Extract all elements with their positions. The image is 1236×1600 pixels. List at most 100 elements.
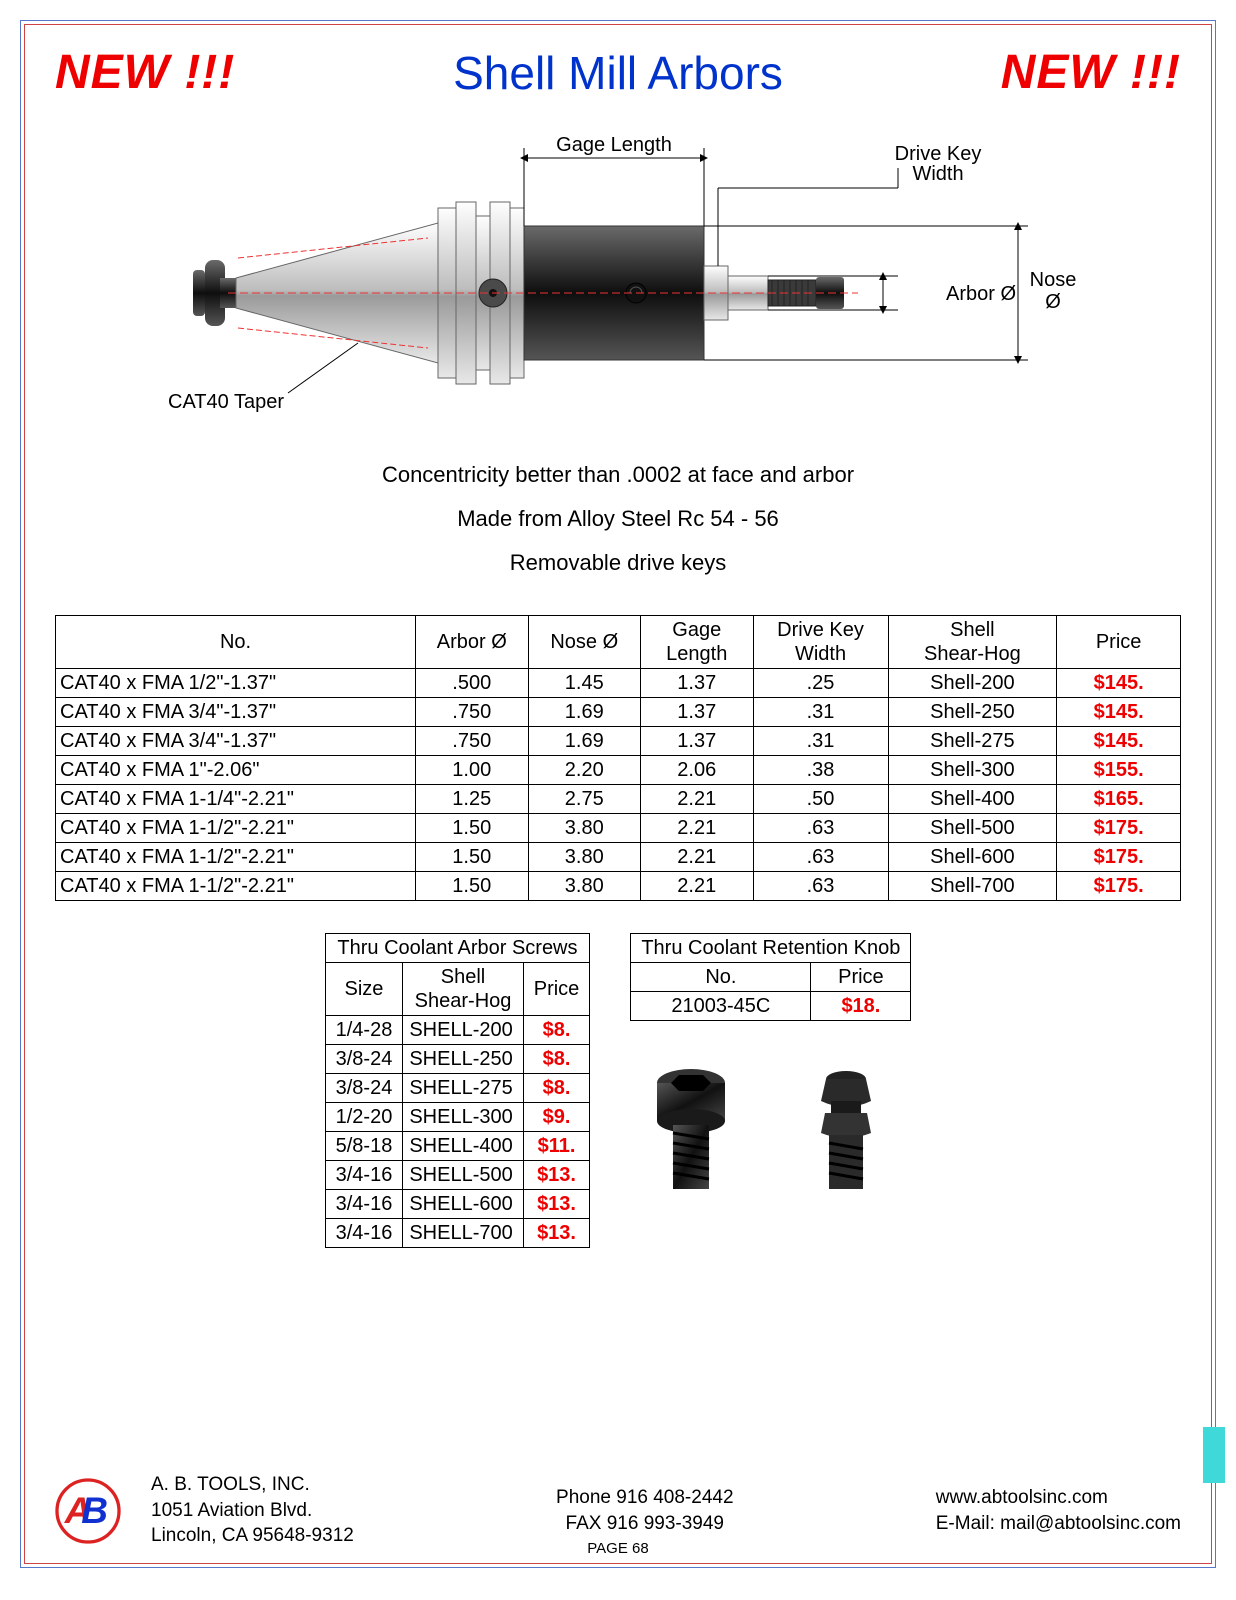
table-cell: SHELL-250 bbox=[403, 1045, 523, 1074]
table-row: 3/8-24SHELL-275$8. bbox=[325, 1074, 590, 1103]
table-cell: 1.00 bbox=[416, 756, 529, 785]
table-cell: .25 bbox=[753, 669, 888, 698]
table-cell: $13. bbox=[523, 1161, 590, 1190]
table-cell: .63 bbox=[753, 872, 888, 901]
table-cell: SHELL-700 bbox=[403, 1219, 523, 1248]
table-cell: SHELL-400 bbox=[403, 1132, 523, 1161]
screw-icon bbox=[641, 1061, 751, 1201]
table-cell: 3.80 bbox=[528, 843, 641, 872]
table-row: CAT40 x FMA 1-1/2"-2.21"1.503.802.21.63S… bbox=[56, 872, 1181, 901]
table-cell: 3/8-24 bbox=[325, 1074, 403, 1103]
column-header: ShellShear-Hog bbox=[403, 963, 523, 1016]
table-cell: Shell-700 bbox=[888, 872, 1057, 901]
table-row: 1/4-28SHELL-200$8. bbox=[325, 1016, 590, 1045]
table-cell: $175. bbox=[1057, 814, 1181, 843]
table-cell: 3/4-16 bbox=[325, 1161, 403, 1190]
table-cell: $11. bbox=[523, 1132, 590, 1161]
screws-table: Thru Coolant Arbor Screws SizeShellShear… bbox=[325, 933, 591, 1248]
table-row: CAT40 x FMA 1-1/2"-2.21"1.503.802.21.63S… bbox=[56, 814, 1181, 843]
table-cell: $8. bbox=[523, 1045, 590, 1074]
footer-contact: Phone 916 408-2442 FAX 916 993-3949 bbox=[384, 1485, 906, 1536]
table-cell: .500 bbox=[416, 669, 529, 698]
table-cell: 3.80 bbox=[528, 872, 641, 901]
table-cell: 2.21 bbox=[641, 814, 754, 843]
table-cell: 3/8-24 bbox=[325, 1045, 403, 1074]
table-cell: .750 bbox=[416, 727, 529, 756]
table-cell: 1.37 bbox=[641, 727, 754, 756]
table-cell: 3.80 bbox=[528, 814, 641, 843]
table-row: 1/2-20SHELL-300$9. bbox=[325, 1103, 590, 1132]
table-cell: 21003-45C bbox=[631, 992, 811, 1021]
table-cell: 2.20 bbox=[528, 756, 641, 785]
column-header: GageLength bbox=[641, 616, 754, 669]
column-header: No. bbox=[631, 963, 811, 992]
table-cell: $9. bbox=[523, 1103, 590, 1132]
table-cell: 3/4-16 bbox=[325, 1190, 403, 1219]
table-cell: 2.21 bbox=[641, 872, 754, 901]
table-cell: Shell-300 bbox=[888, 756, 1057, 785]
table-cell: $13. bbox=[523, 1219, 590, 1248]
table-cell: 1.45 bbox=[528, 669, 641, 698]
table-cell: $145. bbox=[1057, 727, 1181, 756]
page-number: PAGE 68 bbox=[25, 1540, 1211, 1557]
table-cell: $175. bbox=[1057, 872, 1181, 901]
table-cell: 3/4-16 bbox=[325, 1219, 403, 1248]
spec-line-1: Concentricity better than .0002 at face … bbox=[55, 453, 1181, 497]
table-cell: .63 bbox=[753, 814, 888, 843]
table-row: CAT40 x FMA 1"-2.06"1.002.202.06.38Shell… bbox=[56, 756, 1181, 785]
column-header: Drive KeyWidth bbox=[753, 616, 888, 669]
arbor-diagram-svg: Gage Length Drive Key Width Arbor Ø Nose… bbox=[158, 118, 1078, 418]
table-row: 3/4-16SHELL-500$13. bbox=[325, 1161, 590, 1190]
column-header: No. bbox=[56, 616, 416, 669]
table-cell: CAT40 x FMA 1-1/2"-2.21" bbox=[56, 872, 416, 901]
label-nose-d-1: Nose bbox=[1030, 269, 1077, 291]
table-cell: 1/2-20 bbox=[325, 1103, 403, 1132]
column-header: ShellShear-Hog bbox=[888, 616, 1057, 669]
page-header: NEW !!! Shell Mill Arbors NEW !!! bbox=[55, 45, 1181, 100]
table-cell: 1.37 bbox=[641, 698, 754, 727]
table-cell: Shell-400 bbox=[888, 785, 1057, 814]
column-header: Arbor Ø bbox=[416, 616, 529, 669]
table-cell: 1/4-28 bbox=[325, 1016, 403, 1045]
page-footer: A B A. B. TOOLS, INC. 1051 Aviation Blvd… bbox=[55, 1472, 1181, 1549]
screws-title: Thru Coolant Arbor Screws bbox=[325, 934, 590, 963]
main-spec-table: No.Arbor ØNose ØGageLengthDrive KeyWidth… bbox=[55, 615, 1181, 901]
table-cell: 1.50 bbox=[416, 843, 529, 872]
new-banner-left: NEW !!! bbox=[55, 45, 235, 100]
knob-icon bbox=[791, 1061, 901, 1201]
table-cell: 2.21 bbox=[641, 785, 754, 814]
table-cell: .31 bbox=[753, 698, 888, 727]
table-cell: .31 bbox=[753, 727, 888, 756]
table-cell: 1.69 bbox=[528, 698, 641, 727]
spec-line-3: Removable drive keys bbox=[55, 541, 1181, 585]
table-cell: Shell-200 bbox=[888, 669, 1057, 698]
table-cell: Shell-275 bbox=[888, 727, 1057, 756]
table-cell: CAT40 x FMA 3/4"-1.37" bbox=[56, 727, 416, 756]
table-cell: $175. bbox=[1057, 843, 1181, 872]
table-cell: 1.37 bbox=[641, 669, 754, 698]
table-cell: $8. bbox=[523, 1016, 590, 1045]
knob-title: Thru Coolant Retention Knob bbox=[631, 934, 911, 963]
table-cell: 5/8-18 bbox=[325, 1132, 403, 1161]
table-cell: $145. bbox=[1057, 698, 1181, 727]
catalog-page: NEW !!! Shell Mill Arbors NEW !!! bbox=[24, 24, 1212, 1564]
table-row: CAT40 x FMA 1-1/2"-2.21"1.503.802.21.63S… bbox=[56, 843, 1181, 872]
table-cell: $145. bbox=[1057, 669, 1181, 698]
table-cell: 1.50 bbox=[416, 814, 529, 843]
table-cell: $18. bbox=[811, 992, 911, 1021]
table-row: 21003-45C$18. bbox=[631, 992, 911, 1021]
company-name: A. B. TOOLS, INC. bbox=[151, 1472, 354, 1498]
table-row: 3/4-16SHELL-700$13. bbox=[325, 1219, 590, 1248]
table-cell: SHELL-300 bbox=[403, 1103, 523, 1132]
column-header: Size bbox=[325, 963, 403, 1016]
label-gage-length: Gage Length bbox=[556, 134, 672, 156]
column-header: Nose Ø bbox=[528, 616, 641, 669]
column-header: Price bbox=[523, 963, 590, 1016]
label-drive-key-width-1: Drive Key bbox=[895, 143, 982, 165]
label-arbor-d: Arbor Ø bbox=[946, 283, 1016, 305]
table-cell: Shell-500 bbox=[888, 814, 1057, 843]
table-cell: CAT40 x FMA 3/4"-1.37" bbox=[56, 698, 416, 727]
column-header: Price bbox=[811, 963, 911, 992]
table-row: 3/4-16SHELL-600$13. bbox=[325, 1190, 590, 1219]
page-title: Shell Mill Arbors bbox=[235, 46, 1000, 100]
